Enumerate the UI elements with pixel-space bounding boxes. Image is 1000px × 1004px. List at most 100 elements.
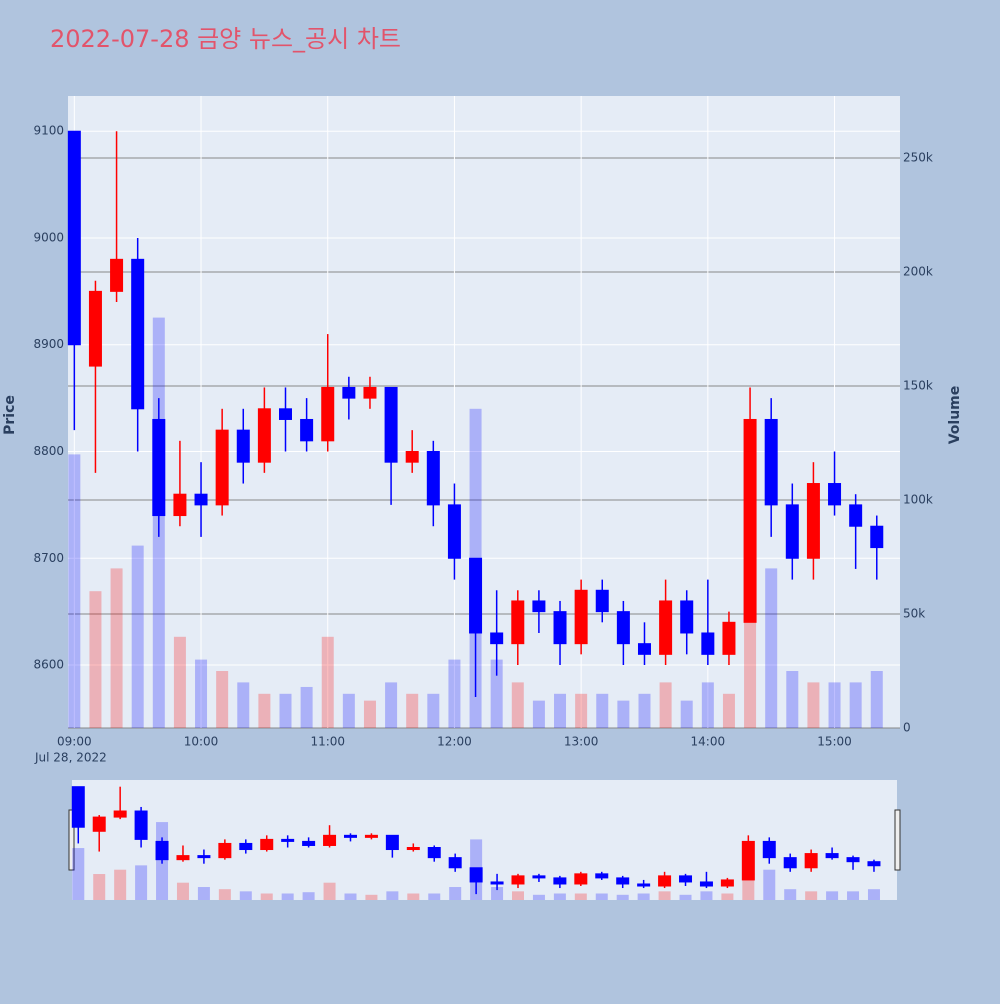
range-slider[interactable] [72, 780, 897, 900]
volume-bar [786, 671, 799, 728]
x-tick-label: 09:00 [57, 735, 92, 749]
volume-bar [89, 591, 102, 728]
volume-bar [237, 682, 250, 728]
candle-body [88, 290, 102, 367]
candle-body [427, 847, 441, 859]
volume-bar [637, 893, 650, 900]
candle-body [405, 451, 419, 463]
volume-bar [638, 693, 651, 728]
volume-bar [281, 893, 294, 900]
volume-bar [595, 893, 608, 900]
candle-body [176, 855, 190, 861]
volume-bar [218, 889, 231, 900]
candle-body [152, 418, 166, 517]
volume-bar [765, 568, 778, 728]
candle-body [680, 600, 694, 634]
candle-body [659, 600, 673, 655]
volume-bar [490, 659, 503, 728]
candle-body [785, 504, 799, 559]
volume-bar [68, 454, 81, 728]
plot-area [68, 96, 900, 728]
candle-body [194, 493, 208, 506]
y2-tick-label: 200k [903, 265, 933, 279]
candle-body [658, 875, 672, 887]
volume-bar [658, 891, 671, 900]
volume-bar [260, 893, 273, 900]
candle-body [806, 483, 820, 559]
candle-body [701, 632, 715, 655]
candle-body [637, 643, 651, 655]
candle-body [385, 834, 399, 851]
candle-body [279, 408, 293, 420]
volume-bar [575, 693, 588, 728]
volume-bar [807, 682, 820, 728]
y2-tick-label: 0 [903, 721, 911, 735]
volume-bar [300, 686, 313, 728]
y-tick-label: 9100 [33, 124, 64, 138]
x-tick-label: 11:00 [310, 735, 345, 749]
volume-bar [700, 891, 713, 900]
candle-body [281, 838, 295, 842]
candle-body [364, 834, 378, 838]
candle-body [363, 386, 377, 399]
x-tick-label: 15:00 [817, 735, 852, 749]
range-handle-right[interactable] [894, 809, 901, 871]
y-tick-label: 8800 [33, 444, 64, 458]
volume-bar [258, 693, 271, 728]
volume-bar [828, 682, 841, 728]
volume-bar [93, 874, 106, 900]
candle-body [846, 857, 860, 863]
volume-bar [701, 682, 714, 728]
candle-body [764, 418, 778, 506]
volume-bar [114, 869, 127, 900]
candle-body [218, 842, 232, 859]
candle-body [469, 557, 483, 634]
candle-body [616, 877, 630, 885]
candle-body [302, 840, 316, 846]
volume-bar [344, 893, 357, 900]
volume-bar [849, 682, 862, 728]
volume-bar [722, 693, 735, 728]
candle-body [722, 621, 736, 655]
candle-body [574, 589, 588, 645]
volume-bar [406, 693, 419, 728]
candle-body [762, 840, 776, 859]
volume-bar [596, 693, 609, 728]
candle-body [532, 875, 546, 879]
candle-body [239, 842, 253, 851]
volume-bar [279, 693, 292, 728]
candle-body [849, 504, 863, 527]
volume-bar [847, 891, 860, 900]
candle-body [110, 258, 124, 292]
candle-body [828, 483, 842, 506]
candle-body [134, 810, 148, 840]
candle-body [92, 816, 106, 832]
volume-bar [805, 891, 818, 900]
volume-bar [512, 891, 525, 900]
volume-bar [554, 693, 567, 728]
volume-bar [870, 671, 883, 728]
volume-bar [302, 892, 315, 900]
candle-body [511, 600, 525, 645]
candle-body [637, 883, 651, 887]
volume-bar [135, 865, 148, 900]
candle-body [699, 881, 713, 887]
range-handle-left[interactable] [68, 809, 75, 871]
x-tick-label: 13:00 [564, 735, 599, 749]
candle-body [595, 873, 609, 879]
volume-bar [448, 659, 461, 728]
volume-bar [321, 636, 334, 728]
volume-bar [511, 682, 524, 728]
candle-body [323, 834, 337, 846]
y2-tick-label: 50k [903, 607, 925, 621]
volume-bar [617, 700, 630, 728]
volume-bar [427, 693, 440, 728]
volume-bar [449, 887, 462, 900]
candle-body [448, 857, 462, 869]
candle-body [113, 810, 127, 818]
y2-axis-title: Volume [947, 386, 963, 445]
volume-bar [428, 893, 441, 900]
candle-body [511, 875, 525, 885]
volume-bar [867, 889, 880, 900]
